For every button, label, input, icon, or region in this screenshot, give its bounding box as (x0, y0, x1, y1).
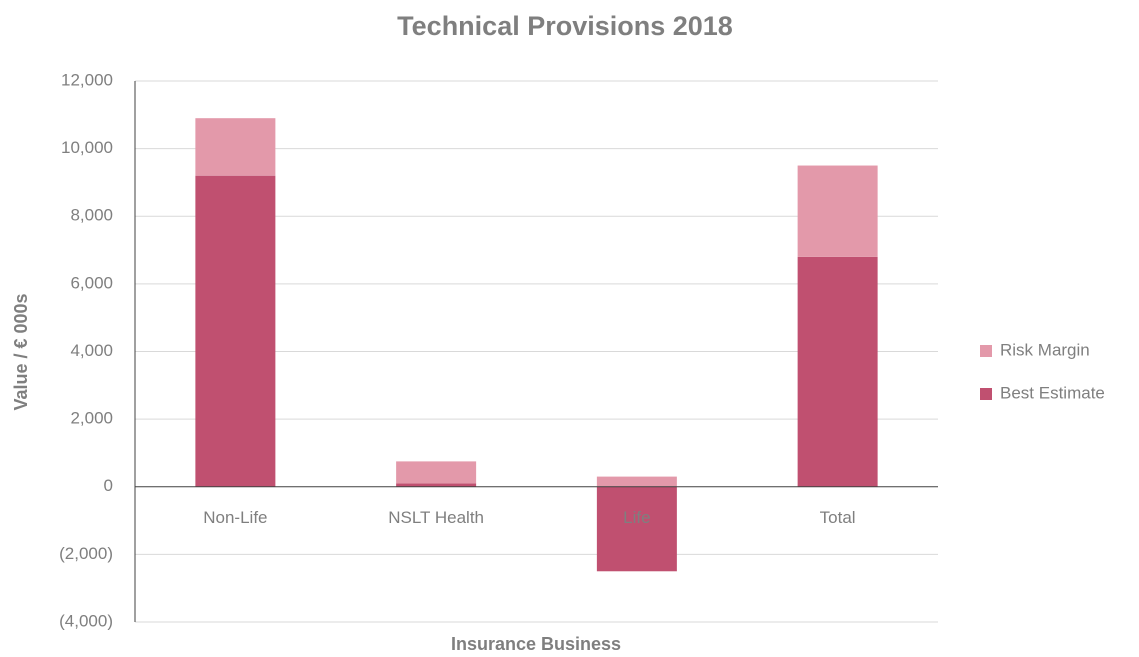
bar (797, 256, 878, 487)
legend-swatch (980, 388, 992, 400)
x-tick-label: NSLT Health (388, 508, 484, 527)
y-tick-label: 12,000 (61, 70, 113, 89)
y-tick-label: 10,000 (61, 138, 113, 157)
chart-title: Technical Provisions 2018 (397, 11, 733, 41)
bar (596, 476, 677, 487)
y-tick-label: 2,000 (70, 409, 113, 428)
y-tick-label: 8,000 (70, 206, 113, 225)
x-tick-label: Non-Life (203, 508, 267, 527)
x-tick-label: Life (623, 508, 650, 527)
bar (195, 175, 276, 487)
bar (797, 165, 878, 257)
y-tick-label: (2,000) (59, 544, 113, 563)
y-tick-label: 4,000 (70, 341, 113, 360)
y-tick-label: 6,000 (70, 273, 113, 292)
bar (396, 483, 477, 487)
y-tick-label: 0 (104, 476, 113, 495)
bar (396, 461, 477, 484)
y-axis-label: Value / € 000s (11, 293, 31, 410)
y-tick-label: (4,000) (59, 611, 113, 630)
x-tick-label: Total (820, 508, 856, 527)
x-axis-label: Insurance Business (451, 634, 621, 654)
legend-label: Best Estimate (1000, 383, 1105, 402)
legend-label: Risk Margin (1000, 340, 1090, 359)
bar (195, 118, 276, 176)
bar (596, 486, 677, 572)
legend-swatch (980, 345, 992, 357)
